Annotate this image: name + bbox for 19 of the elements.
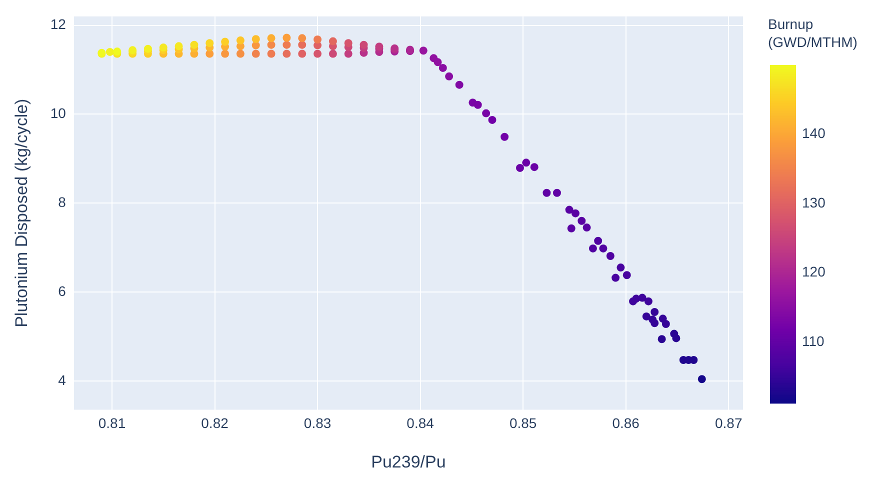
x-tick-label: 0.87	[714, 415, 742, 432]
y-tick-label: 6	[58, 282, 66, 299]
color-bar-label: 120	[802, 264, 826, 280]
color-bar-label: 130	[802, 194, 826, 210]
x-tick-label: 0.83	[304, 415, 332, 432]
x-tick-label: 0.84	[406, 415, 434, 432]
x-tick-label: 0.82	[201, 415, 229, 432]
x-tick-label: 0.85	[509, 415, 537, 432]
y-tick-label: 4	[58, 372, 66, 388]
x-axis-title: Pu239/Pu	[371, 452, 446, 472]
y-tick-label: 8	[58, 194, 66, 210]
y-tick-label: 10	[50, 105, 66, 122]
x-tick-label: 0.81	[98, 415, 126, 432]
y-tick-label: 12	[50, 16, 66, 32]
x-tick-label: 0.86	[612, 415, 640, 432]
color-bar-title: Burnup (GWD/MTHM)	[768, 16, 858, 50]
color-bar-label: 140	[802, 125, 826, 142]
color-bar-label: 110	[802, 332, 825, 349]
y-axis-title: Plutonium Disposed (kg/cycle)	[12, 98, 31, 328]
